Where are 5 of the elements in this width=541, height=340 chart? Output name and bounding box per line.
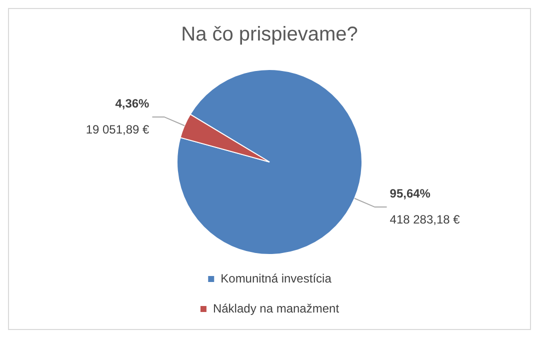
legend-label: Náklady na manažment (212, 301, 340, 316)
data-label: 4,36% 19 051,89 € (86, 96, 150, 136)
legend-label: Komunitná investícia (220, 271, 332, 286)
data-label: 95,64% 418 283,18 € (390, 186, 460, 226)
chart-title: Na čo prispievame? (181, 24, 358, 46)
